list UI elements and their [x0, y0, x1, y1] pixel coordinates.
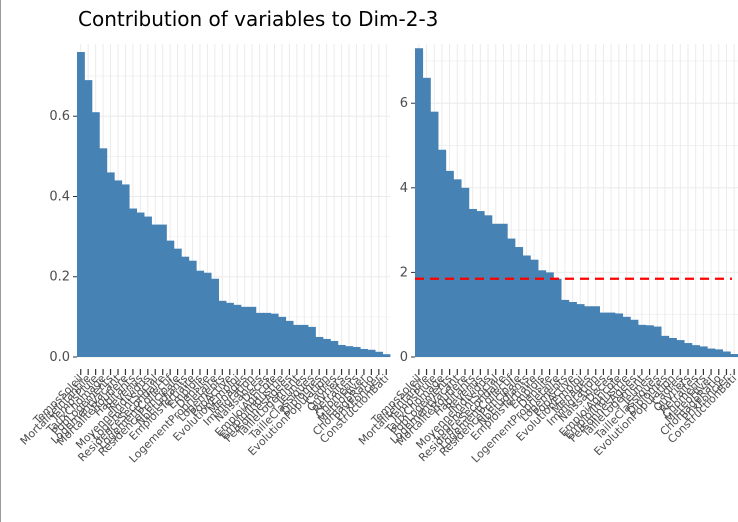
- y-tick-label: 0: [400, 350, 408, 365]
- bar-Emplois: [538, 270, 547, 357]
- bar-EvolutionPopulation: [322, 338, 331, 357]
- bar-Naissances: [599, 312, 608, 357]
- bar-ChomageRatio: [367, 349, 376, 357]
- bar-EmploisTertiaire: [188, 260, 197, 357]
- bar-TempsPluie: [91, 112, 100, 357]
- bar-TailleLogement: [638, 324, 647, 357]
- bar-Jeunes: [645, 325, 654, 357]
- bar-Habitants: [468, 208, 477, 357]
- bar-Menages: [584, 306, 593, 357]
- window-left-border: [0, 0, 1, 522]
- bar-MoyenneIndividus: [484, 215, 493, 357]
- bar-EmploiAgricole: [270, 313, 279, 357]
- bar-EmploiIndustrie: [278, 316, 287, 357]
- bar-Naissances: [255, 312, 264, 357]
- bar-MortaliteRoutiere: [461, 187, 470, 357]
- bar-ResidenceSecondaire: [158, 224, 167, 357]
- bar-PopActive: [226, 302, 234, 357]
- bar-ConstructionBati: [730, 354, 738, 357]
- y-tick-label: 4: [400, 181, 408, 196]
- bar-LogementCollectif: [166, 240, 175, 357]
- bar-Revenus: [476, 211, 485, 357]
- bar-TauxChomage: [99, 148, 108, 357]
- bar-MortaliteRoutiere: [121, 184, 130, 357]
- bar-EmploiAgricole: [614, 313, 624, 357]
- bar-TailleClassiques: [308, 326, 316, 357]
- y-tick-label: 0.2: [49, 270, 70, 285]
- bar-EvolutionEmploi: [576, 304, 585, 357]
- bar-PersonnesAgees: [285, 320, 294, 357]
- bar-ResidencePrincipale: [173, 248, 182, 357]
- bar-TempsSoleil: [77, 52, 85, 358]
- bar-MoyenneIndividus: [144, 216, 152, 357]
- bar-ResidenceSecondaire: [499, 223, 508, 357]
- bar-EmploiIndustrie: [622, 316, 631, 357]
- bar-NbEtudiants: [522, 255, 531, 357]
- bar-Retraites: [691, 345, 700, 357]
- bar-Menages: [240, 306, 249, 357]
- bar-TailleLogement: [293, 324, 301, 357]
- bar-Cadres: [330, 340, 339, 357]
- y-tick-label: 2: [400, 265, 408, 280]
- bar-PopActive: [568, 302, 577, 357]
- bar-EvolutionEmploi: [233, 304, 242, 357]
- bar-PersonnesAgees: [630, 319, 639, 357]
- chart-title: Contribution of variables to Dim-2-3: [78, 7, 439, 31]
- bar-ResidencePrincipale: [514, 247, 524, 357]
- y-tick-label: 0.6: [49, 109, 70, 124]
- bar-PrixFoncier: [722, 351, 731, 357]
- bar-MortaliteInfantile: [422, 77, 431, 358]
- bar-Deces: [607, 312, 616, 357]
- bar-Diplomes: [315, 336, 324, 357]
- bar-EmploisTertiaire: [530, 259, 539, 357]
- bar-Emplois: [196, 270, 205, 357]
- bar-Deces: [263, 312, 272, 357]
- bar-Immigration: [591, 306, 600, 357]
- bar-ChomageRatio: [714, 349, 724, 357]
- bar-TempsSoleil: [415, 48, 424, 357]
- bar-Diplomes: [661, 335, 670, 357]
- bar-Immigration: [248, 306, 257, 357]
- bar-Densite: [203, 272, 212, 357]
- y-tick-label: 0.4: [49, 189, 70, 204]
- bar-LogementProprietaire: [553, 278, 562, 357]
- y-tick-label: 6: [400, 96, 408, 111]
- bar-Densite: [545, 272, 554, 357]
- bar-Logements: [561, 299, 570, 357]
- bar-NbEtudiants: [181, 256, 190, 357]
- bar-TauxChomage: [438, 149, 447, 357]
- bar-LogementSocial: [151, 224, 160, 357]
- bar-MortaliteInfantile: [84, 80, 93, 357]
- bar-MeteoHiver: [360, 348, 369, 357]
- bar-Ouvriers: [684, 343, 693, 357]
- bar-Retraites: [345, 346, 354, 357]
- bar-LogementCollectif: [507, 238, 516, 357]
- bar-Ouvriers: [337, 344, 346, 357]
- bar-MeteoHiver: [707, 348, 716, 357]
- y-tick-label: 0.0: [49, 350, 70, 365]
- bar-PrixFoncier: [375, 351, 383, 357]
- bar-EvolutionPopulation: [668, 337, 677, 357]
- bar-LogementVacant: [114, 180, 123, 357]
- bar-Logements: [218, 300, 227, 357]
- bar-Chomeurs: [352, 346, 361, 357]
- bar-LogementVacant: [453, 179, 462, 357]
- bar-Habitants: [129, 208, 138, 357]
- bar-Cadres: [676, 340, 685, 357]
- bar-LogementSocial: [491, 223, 500, 357]
- bar-Revenus: [136, 212, 145, 357]
- bar-LogementProprietaire: [211, 278, 219, 357]
- bar-ConstructionBati: [382, 354, 391, 357]
- bar-PopLogements: [445, 170, 454, 357]
- bar-PopLogements: [106, 172, 115, 357]
- bar-TailleClassiques: [653, 326, 662, 357]
- bar-TempsPluie: [430, 111, 439, 357]
- bar-Chomeurs: [699, 346, 708, 357]
- bar-Jeunes: [300, 324, 309, 357]
